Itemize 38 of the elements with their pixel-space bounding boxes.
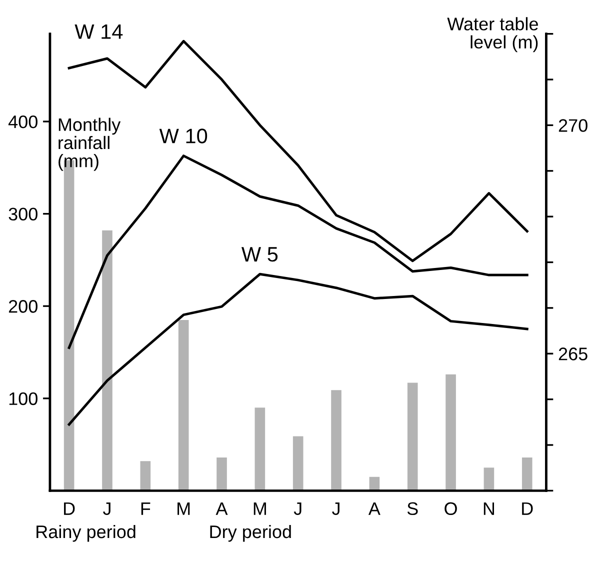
x-tick-label: D (522, 502, 533, 515)
bar (216, 457, 227, 491)
text: Rainy period (36, 524, 136, 542)
series-label: W 10 (159, 128, 208, 144)
y-tick-label: 100 (9, 392, 38, 406)
bar (292, 436, 304, 491)
x-tick-label: F (141, 502, 150, 515)
line-series (68, 272, 528, 426)
x-tick-label: J (103, 502, 110, 516)
y-tick-label: 200 (8, 300, 38, 313)
y2-tick-label: 270 (558, 119, 588, 132)
x-tick-label: J (332, 502, 340, 516)
bar (178, 320, 189, 491)
x-tick-label: D (64, 502, 75, 515)
y-axis-title: Monthly rainfall (mm) (58, 118, 121, 171)
bar (446, 374, 456, 491)
x-tick-label: S (407, 502, 418, 516)
bar (254, 408, 266, 491)
bar (102, 230, 112, 491)
y-tick-label: 400 (8, 115, 38, 128)
x-tick-label: M (254, 502, 266, 515)
x-tick-label: N (484, 502, 494, 515)
series-label: W 14 (74, 24, 123, 39)
y2-tick-label: 265 (558, 348, 588, 360)
x-tick-label: A (216, 502, 228, 515)
bar (140, 461, 151, 491)
series-label: W 5 (241, 247, 278, 262)
bar (522, 457, 532, 491)
bar (331, 390, 342, 491)
x-tick-label: A (368, 502, 380, 515)
y2-axis-title: Water table level (m) (447, 17, 538, 52)
bar (407, 382, 418, 491)
text: Dry period (210, 524, 291, 542)
y-tick-label: 300 (8, 208, 38, 221)
x-tick-label: M (178, 502, 190, 515)
x-tick-label: O (444, 502, 457, 516)
bar (484, 468, 494, 491)
x-tick-label: J (294, 502, 302, 516)
